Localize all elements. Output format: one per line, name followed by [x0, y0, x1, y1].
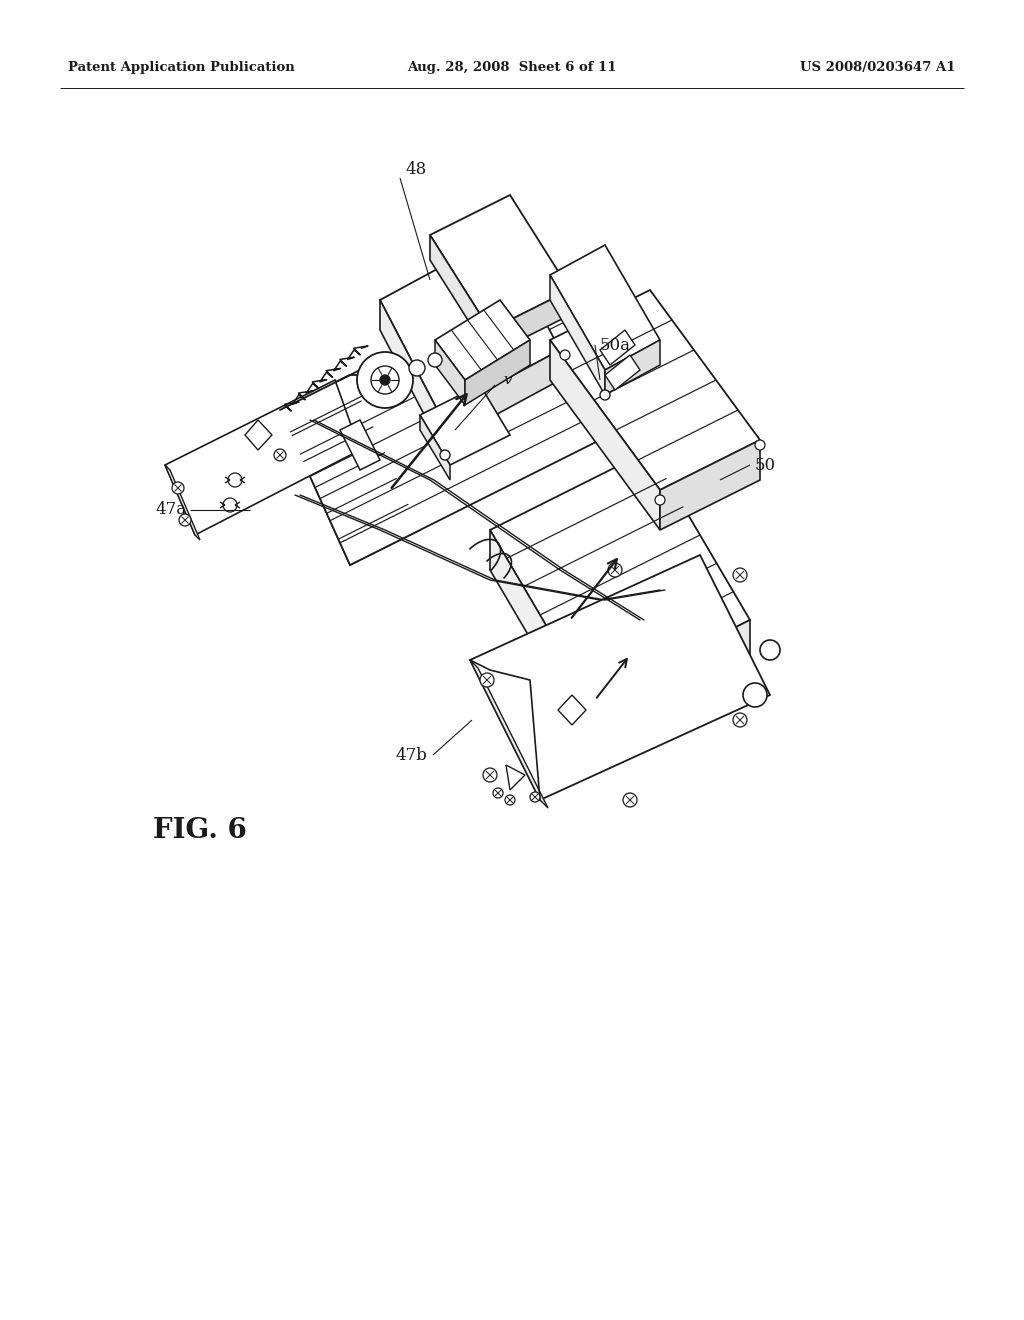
Polygon shape [490, 290, 570, 355]
Text: 47a: 47a [155, 502, 186, 519]
Polygon shape [380, 300, 440, 445]
Circle shape [560, 350, 570, 360]
Circle shape [755, 440, 765, 450]
Polygon shape [605, 355, 640, 389]
Circle shape [600, 389, 610, 400]
Circle shape [743, 682, 767, 708]
Circle shape [440, 450, 450, 459]
Circle shape [760, 640, 780, 660]
Polygon shape [435, 341, 465, 405]
Polygon shape [420, 414, 450, 480]
Text: 50a: 50a [600, 337, 631, 354]
Circle shape [733, 568, 746, 582]
Polygon shape [340, 420, 380, 470]
Text: Patent Application Publication: Patent Application Publication [68, 62, 295, 74]
Circle shape [483, 768, 497, 781]
Circle shape [172, 482, 184, 494]
Text: v: v [503, 374, 512, 387]
Polygon shape [245, 420, 272, 450]
Text: Aug. 28, 2008  Sheet 6 of 11: Aug. 28, 2008 Sheet 6 of 11 [408, 62, 616, 74]
Polygon shape [420, 385, 510, 465]
Polygon shape [435, 300, 530, 380]
Circle shape [380, 375, 390, 385]
Polygon shape [605, 341, 660, 395]
Circle shape [608, 564, 622, 577]
Circle shape [223, 498, 237, 512]
Circle shape [493, 788, 503, 799]
Polygon shape [465, 341, 530, 405]
Polygon shape [440, 350, 560, 445]
Text: 50: 50 [755, 457, 776, 474]
Circle shape [623, 793, 637, 807]
Text: 48: 48 [406, 161, 426, 178]
Circle shape [733, 713, 746, 727]
Text: US 2008/0203647 A1: US 2008/0203647 A1 [801, 62, 956, 74]
Polygon shape [165, 465, 200, 540]
Text: 47b: 47b [395, 747, 427, 763]
Polygon shape [430, 195, 570, 330]
Polygon shape [550, 290, 760, 490]
Polygon shape [165, 380, 360, 535]
Circle shape [530, 792, 540, 803]
Polygon shape [490, 450, 750, 700]
Polygon shape [550, 246, 660, 370]
Polygon shape [280, 275, 620, 565]
Circle shape [179, 513, 191, 525]
Polygon shape [470, 660, 548, 808]
Polygon shape [660, 440, 760, 531]
Polygon shape [490, 531, 590, 741]
Circle shape [409, 360, 425, 376]
Circle shape [371, 366, 399, 393]
Circle shape [357, 352, 413, 408]
Circle shape [428, 352, 442, 367]
Circle shape [228, 473, 242, 487]
Polygon shape [600, 330, 635, 366]
Polygon shape [380, 235, 560, 414]
Polygon shape [506, 766, 525, 789]
Polygon shape [280, 375, 420, 565]
Polygon shape [470, 554, 770, 800]
Text: FIG. 6: FIG. 6 [153, 817, 247, 843]
Polygon shape [590, 620, 750, 741]
Circle shape [505, 795, 515, 805]
Polygon shape [558, 696, 586, 725]
Circle shape [480, 673, 494, 686]
Polygon shape [550, 275, 605, 395]
Polygon shape [550, 341, 660, 531]
Circle shape [274, 449, 286, 461]
Circle shape [655, 495, 665, 506]
Polygon shape [430, 235, 490, 355]
